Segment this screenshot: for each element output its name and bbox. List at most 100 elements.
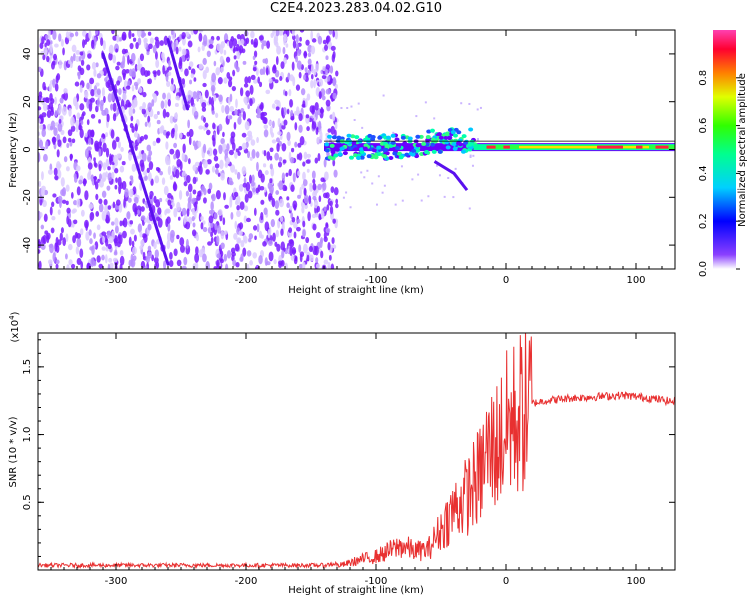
- carrier-blob: [390, 140, 396, 145]
- spectrogram-noise-blob: [259, 185, 265, 191]
- spectrogram-noise-blob: [117, 141, 121, 149]
- spectrogram-noise-blob: [102, 162, 107, 171]
- spectrogram-noise-blob: [149, 193, 153, 200]
- spectrogram-noise-blob: [256, 223, 260, 233]
- spectrogram-noise-blob: [231, 251, 236, 257]
- spectrogram-noise-blob: [201, 44, 205, 51]
- spectrogram-noise-blob: [206, 158, 212, 165]
- spectrogram-noise-blob: [400, 165, 403, 168]
- spectrogram-noise-blob: [280, 61, 285, 69]
- spectrogram-noise-blob: [144, 121, 148, 127]
- spectrogram-noise-blob: [101, 246, 107, 251]
- spectrogram-noise-blob: [223, 77, 228, 84]
- spectrogram-noise-blob: [169, 252, 173, 260]
- spectrogram-noise-blob: [202, 70, 207, 80]
- spectrogram-noise-blob: [59, 232, 63, 241]
- spectrogram-noise-blob: [165, 141, 169, 150]
- spectrogram-noise-blob: [96, 88, 101, 96]
- spectrogram-noise-blob: [476, 138, 479, 141]
- snr-y-tick-label: 1.5: [22, 359, 33, 375]
- spectrogram-noise-blob: [57, 139, 62, 147]
- spectrogram-noise-blob: [198, 30, 204, 33]
- spectrogram-noise-blob: [275, 30, 280, 37]
- spectrogram-noise-blob: [238, 112, 242, 119]
- spectrogram-noise-blob: [476, 139, 479, 142]
- spectrogram-noise-blob: [242, 247, 247, 257]
- spectrogram-noise-blob: [179, 237, 185, 246]
- spectrogram-noise-blob: [162, 108, 167, 119]
- spectrogram-noise-blob: [192, 222, 196, 228]
- spectrogram-noise-blob: [104, 254, 108, 264]
- spectrogram-noise-blob: [179, 132, 183, 139]
- spectrogram-noise-blob: [176, 234, 180, 240]
- spectrogram-noise-blob: [306, 168, 310, 173]
- spectrogram-noise-blob: [215, 67, 221, 76]
- spectrogram-noise-blob: [139, 159, 145, 168]
- spectrogram-noise-blob: [112, 164, 116, 170]
- spectrogram-noise-blob: [263, 129, 269, 138]
- spectrogram-noise-blob: [105, 158, 109, 167]
- spectrogram-noise-blob: [75, 246, 80, 255]
- spectrogram-noise-blob: [281, 107, 284, 117]
- spectrogram-noise-blob: [41, 112, 47, 118]
- spectrogram-noise-blob: [143, 233, 148, 243]
- spectrogram-noise-blob: [213, 212, 218, 220]
- spectrogram-noise-blob: [214, 163, 220, 169]
- spectrogram-noise-blob: [87, 137, 92, 145]
- spectrogram-noise-blob: [283, 33, 288, 39]
- spectrogram-noise-blob: [55, 236, 59, 245]
- spectrogram-noise-blob: [297, 194, 301, 199]
- spectrogram-noise-blob: [60, 129, 65, 136]
- spectrogram-noise-blob: [424, 101, 427, 104]
- spectrogram-noise-blob: [274, 99, 280, 105]
- spectrogram-noise-blob: [84, 132, 88, 138]
- spectrogram-noise-blob: [334, 121, 338, 130]
- spectrogram-noise-blob: [263, 124, 269, 129]
- spectrogram-noise-blob: [121, 230, 127, 239]
- spectrogram-noise-blob: [311, 170, 316, 180]
- spectrogram-noise-blob: [131, 163, 136, 172]
- spectrogram-noise-blob: [98, 203, 104, 213]
- spectrogram-noise-blob: [54, 242, 58, 252]
- spectrogram-noise-blob: [310, 73, 314, 80]
- spectrogram-noise-blob: [257, 76, 261, 84]
- carrier-blob: [333, 153, 339, 158]
- spectrogram-noise-blob: [266, 151, 271, 161]
- spectrogram-noise-blob: [43, 46, 48, 56]
- spectrogram-noise-blob: [291, 246, 297, 255]
- spectrogram-x-tick-label: -300: [105, 275, 128, 286]
- spectrogram-noise-blob: [179, 244, 185, 253]
- spectrogram-noise-blob: [201, 102, 207, 109]
- spectrogram-noise-blob: [107, 172, 113, 182]
- carrier-blob: [430, 142, 436, 147]
- spectrogram-noise-blob: [140, 135, 145, 142]
- spectrogram-noise-blob: [38, 249, 41, 254]
- spectrogram-noise-blob: [318, 213, 322, 221]
- spectrogram-noise-blob: [52, 53, 57, 61]
- spectrogram-noise-blob: [312, 196, 317, 201]
- carrier-peak: [486, 145, 496, 149]
- spectrogram-noise-blob: [193, 30, 199, 35]
- spectrogram-noise-blob: [330, 263, 335, 269]
- colorbar-tick-label: 0.2: [698, 213, 709, 229]
- spectrogram-noise-blob: [129, 42, 134, 50]
- spectrogram-noise-blob: [166, 80, 171, 88]
- spectrogram-noise-blob: [250, 39, 254, 45]
- spectrogram-noise-blob: [101, 231, 107, 236]
- spectrogram-noise-blob: [243, 215, 247, 224]
- spectrogram-noise-blob: [137, 78, 142, 85]
- spectrogram-noise-blob: [309, 105, 315, 113]
- spectrogram-noise-blob: [43, 86, 47, 91]
- spectrogram-noise-blob: [129, 220, 134, 225]
- spectrogram-noise-blob: [80, 59, 85, 66]
- spectrogram-noise-blob: [41, 128, 46, 138]
- spectrogram-noise-blob: [99, 99, 105, 107]
- spectrogram-noise-blob: [207, 188, 212, 194]
- spectrogram-noise-blob: [154, 36, 159, 41]
- spectrogram-noise-blob: [181, 265, 187, 269]
- spectrogram-noise-blob: [89, 77, 95, 85]
- spectrogram-noise-blob: [254, 60, 258, 65]
- carrier-blob: [371, 148, 377, 153]
- snr-y-axis-label: SNR (10 * v/v): [8, 416, 19, 487]
- spectrogram-noise-blob: [234, 200, 239, 206]
